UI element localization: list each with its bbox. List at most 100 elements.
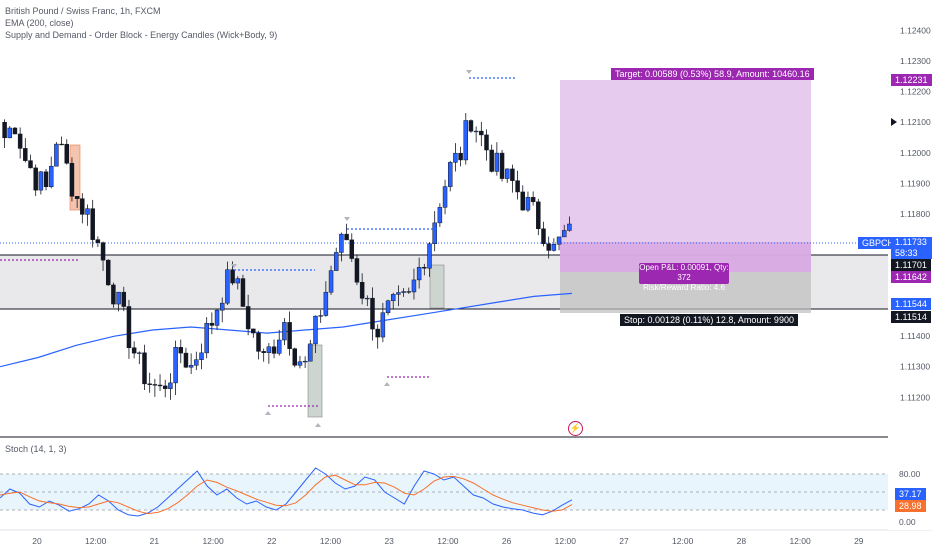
fractal-low-marker bbox=[265, 411, 271, 415]
candle bbox=[12, 127, 18, 135]
candle bbox=[116, 291, 121, 305]
candle bbox=[287, 322, 292, 349]
candle bbox=[2, 121, 7, 139]
fractal-low-marker bbox=[315, 423, 321, 427]
candle bbox=[194, 359, 199, 366]
candle bbox=[282, 322, 287, 341]
candle bbox=[561, 230, 567, 238]
candle bbox=[69, 163, 75, 197]
time-tick-label: 12:00 bbox=[202, 536, 224, 546]
candle bbox=[484, 134, 489, 151]
stoch-k-line bbox=[0, 467, 573, 517]
candle bbox=[276, 339, 282, 354]
candle bbox=[235, 278, 241, 284]
bar-countdown: 58:33 bbox=[895, 248, 918, 258]
time-tick-label: 22 bbox=[267, 536, 277, 546]
candle bbox=[499, 152, 505, 179]
candle bbox=[178, 347, 184, 354]
candle bbox=[411, 279, 417, 293]
candle bbox=[328, 270, 334, 293]
candle bbox=[510, 168, 515, 181]
risk-reward-label: Risk/Reward Ratio: 4.6 bbox=[643, 283, 725, 292]
time-tick-label: 12:00 bbox=[789, 536, 811, 546]
candle bbox=[85, 208, 90, 215]
price-tick-label: 1.12100 bbox=[900, 117, 931, 127]
open-pl-box[interactable]: Open P&L: 0.00091, Qty: 372 Risk/Reward … bbox=[639, 263, 729, 292]
candle bbox=[453, 152, 458, 163]
candle bbox=[261, 351, 266, 353]
candle bbox=[567, 223, 572, 231]
candle bbox=[354, 258, 360, 283]
fractal-low-marker bbox=[384, 382, 390, 386]
legend-ema: EMA (200, close) bbox=[5, 18, 74, 28]
candle bbox=[520, 191, 526, 211]
candle bbox=[546, 243, 551, 251]
candle bbox=[38, 171, 44, 191]
candle bbox=[74, 196, 80, 199]
candle bbox=[100, 242, 106, 261]
candle bbox=[28, 160, 33, 169]
time-tick-label: 12:00 bbox=[555, 536, 577, 546]
candle bbox=[152, 384, 158, 386]
candle bbox=[147, 383, 152, 385]
candle bbox=[504, 168, 510, 179]
candle bbox=[90, 208, 95, 240]
candle bbox=[7, 127, 13, 139]
candle bbox=[339, 233, 344, 253]
candle bbox=[157, 384, 163, 387]
target-price-tag: 1.12231 bbox=[891, 74, 932, 86]
candle bbox=[105, 259, 111, 286]
candle bbox=[375, 328, 380, 338]
price-tick-label: 1.11800 bbox=[900, 209, 930, 219]
candle bbox=[266, 346, 272, 353]
candle bbox=[422, 267, 427, 269]
candle bbox=[556, 236, 562, 245]
candle bbox=[95, 239, 101, 243]
time-tick-label: 20 bbox=[32, 536, 42, 546]
legend-symbol: British Pound / Swiss Franc, 1h, FXCM bbox=[5, 6, 161, 16]
candle bbox=[344, 233, 349, 241]
candle bbox=[230, 269, 235, 284]
candle bbox=[225, 269, 230, 304]
scroll-arrow-icon[interactable] bbox=[891, 118, 897, 126]
candle bbox=[333, 252, 339, 271]
flash-icon[interactable]: ⚡ bbox=[568, 421, 583, 436]
candle bbox=[551, 244, 557, 251]
entry-price-tag: 1.11642 bbox=[891, 271, 931, 283]
stoch-tick-label: 80.00 bbox=[899, 469, 921, 479]
candle bbox=[541, 228, 546, 244]
candle bbox=[308, 343, 313, 362]
fractal-high-marker bbox=[231, 264, 237, 268]
candle bbox=[126, 306, 132, 348]
stoch-tick-label: 0.00 bbox=[899, 517, 916, 527]
stop-label: Stop: 0.00128 (0.11%) 12.8, Amount: 9900 bbox=[620, 314, 798, 326]
stoch-d-tag: 28.98 bbox=[895, 500, 926, 512]
candle bbox=[494, 152, 500, 172]
candle bbox=[432, 222, 437, 245]
candle bbox=[473, 130, 479, 133]
candle bbox=[33, 167, 38, 191]
candle bbox=[214, 309, 220, 326]
time-tick-label: 21 bbox=[150, 536, 160, 546]
price-tick-label: 1.12400 bbox=[900, 26, 931, 36]
last-price-tag: 1.11733 58:33 bbox=[891, 237, 932, 259]
candle bbox=[318, 315, 323, 317]
candle bbox=[199, 352, 204, 360]
candle bbox=[183, 352, 189, 368]
price-tick-label: 1.11900 bbox=[900, 178, 930, 188]
candle bbox=[43, 171, 49, 187]
candle bbox=[323, 291, 329, 316]
candle bbox=[380, 312, 386, 338]
candle bbox=[245, 306, 251, 330]
stoch-d-line bbox=[0, 474, 573, 515]
time-tick-label: 28 bbox=[737, 536, 747, 546]
time-tick-label: 23 bbox=[384, 536, 394, 546]
candle bbox=[390, 294, 396, 302]
candle bbox=[162, 385, 168, 389]
candle bbox=[256, 332, 261, 352]
candle bbox=[463, 120, 469, 161]
legend-stoch: Stoch (14, 1, 3) bbox=[5, 444, 67, 454]
price-tick-label: 1.11300 bbox=[900, 362, 930, 372]
